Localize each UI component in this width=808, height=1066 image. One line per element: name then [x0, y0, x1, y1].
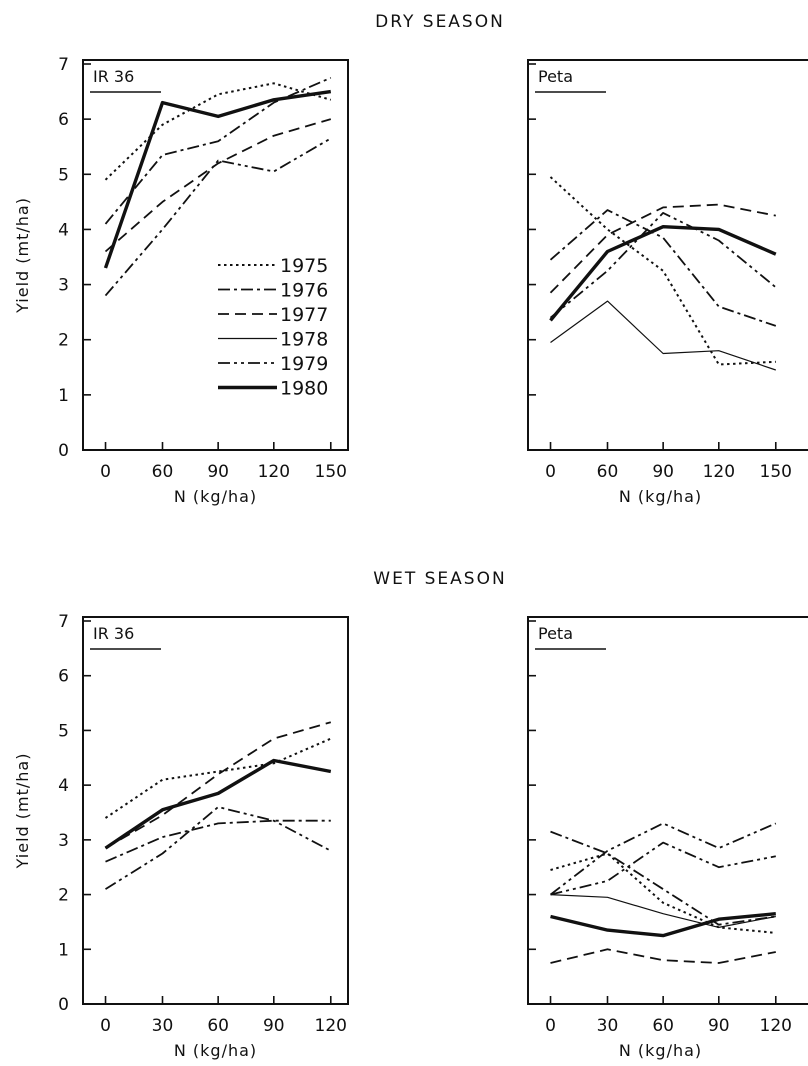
x-tick-label: 60 — [207, 1016, 229, 1036]
series-line-1975 — [550, 852, 776, 934]
x-tick-label: 60 — [652, 1016, 674, 1036]
x-tick-label: 120 — [315, 1016, 347, 1036]
legend-label-1977: 1977 — [280, 304, 328, 326]
x-tick-label: 0 — [545, 1016, 556, 1036]
x-tick-label: 0 — [100, 462, 111, 482]
series-line-1979b — [549, 822, 777, 896]
x-tick-label: 30 — [597, 1016, 619, 1036]
series-line-1979 — [104, 137, 332, 297]
series-line-1975 — [104, 737, 332, 819]
plot-frame — [82, 616, 349, 1005]
x-axis-label: N (kg/ha) — [619, 487, 702, 506]
chart-panel-3: 0 1 2 3 4 5 6 7 0 30 60 90 120 N (kg/ha) Yield (mt/ha)… — [13, 612, 349, 1060]
series-line-1978 — [550, 300, 776, 371]
x-tick-label: 60 — [152, 462, 174, 482]
series-line-1980 — [550, 912, 776, 938]
y-tick-label: 7 — [58, 55, 69, 75]
series-line-1978 — [550, 894, 776, 929]
x-tick-label: 60 — [597, 462, 619, 482]
season-title-wet: WET SEASON — [373, 569, 506, 589]
plot-frame — [527, 616, 808, 1005]
y-tick-label: 1 — [58, 940, 69, 960]
series-line-1980 — [549, 224, 777, 322]
legend-label-1975: 1975 — [280, 255, 328, 277]
panel-label: Peta — [538, 67, 573, 86]
chart-panel-1: 0 1 2 3 4 5 6 7 0 60 90 120 150 N (kg/ha) Yield (mt/ha… — [13, 55, 349, 506]
x-tick-label: 90 — [263, 1016, 285, 1036]
series-line-1976 — [550, 830, 776, 926]
panel-label: Peta — [538, 624, 573, 643]
series-line-1980 — [104, 758, 332, 850]
chart-panel-4: 0 30 60 90 120 N (kg/ha) Peta — [527, 616, 808, 1060]
x-tick-label: 0 — [545, 462, 556, 482]
x-tick-label: 0 — [100, 1016, 111, 1036]
series-line-1979 — [549, 211, 777, 319]
y-tick-label: 5 — [58, 165, 69, 185]
series-line-1979 — [105, 806, 332, 890]
x-tick-label: 120 — [760, 1016, 792, 1036]
panel-label: IR 36 — [93, 67, 134, 86]
plot-frame — [527, 59, 808, 451]
x-tick-label: 120 — [703, 462, 735, 482]
y-tick-label: 6 — [58, 110, 69, 130]
x-tick-label: 150 — [315, 462, 347, 482]
series-line-1980 — [103, 89, 332, 269]
y-axis-label: Yield (mt/ha) — [13, 753, 32, 870]
series-line-1975 — [549, 176, 776, 366]
y-tick-label: 0 — [58, 995, 69, 1015]
x-tick-label: 30 — [152, 1016, 174, 1036]
y-tick-label: 4 — [58, 776, 69, 796]
y-tick-label: 2 — [58, 886, 69, 906]
panel-label: IR 36 — [93, 624, 134, 643]
series-line-1976 — [549, 209, 777, 327]
season-title-dry: DRY SEASON — [375, 12, 505, 32]
y-tick-label: 5 — [58, 721, 69, 741]
series-line-1979 — [550, 841, 776, 896]
x-axis-label: N (kg/ha) — [174, 487, 257, 506]
x-axis-label: N (kg/ha) — [174, 1041, 257, 1060]
series-line-1977 — [550, 948, 776, 964]
series-line-1977 — [549, 203, 776, 294]
legend-label-1980: 1980 — [280, 378, 328, 400]
x-axis-label: N (kg/ha) — [619, 1041, 702, 1060]
series-line-1977 — [104, 118, 332, 253]
plot-frame — [82, 59, 349, 451]
y-tick-label: 2 — [58, 331, 69, 351]
y-tick-label: 6 — [58, 667, 69, 687]
legend-label-1979: 1979 — [280, 353, 328, 375]
x-tick-label: 150 — [760, 462, 792, 482]
legend-label-1978: 1978 — [280, 329, 328, 351]
x-tick-label: 120 — [258, 462, 290, 482]
y-tick-label: 0 — [58, 441, 69, 461]
y-axis-label: Yield (mt/ha) — [13, 197, 32, 314]
y-tick-label: 3 — [58, 831, 69, 851]
x-tick-label: 90 — [652, 462, 674, 482]
series-line-1976 — [105, 819, 331, 863]
legend-label-1976: 1976 — [280, 280, 328, 302]
series-line-1976 — [104, 76, 332, 225]
y-tick-label: 7 — [58, 612, 69, 632]
x-tick-label: 90 — [207, 462, 229, 482]
y-tick-label: 3 — [58, 276, 69, 296]
y-tick-label: 4 — [58, 220, 69, 240]
x-tick-label: 90 — [708, 1016, 730, 1036]
y-tick-label: 1 — [58, 386, 69, 406]
series-line-1977 — [105, 721, 332, 849]
chart-panel-2: 0 60 90 120 150 N (kg/ha) Peta — [527, 59, 808, 506]
